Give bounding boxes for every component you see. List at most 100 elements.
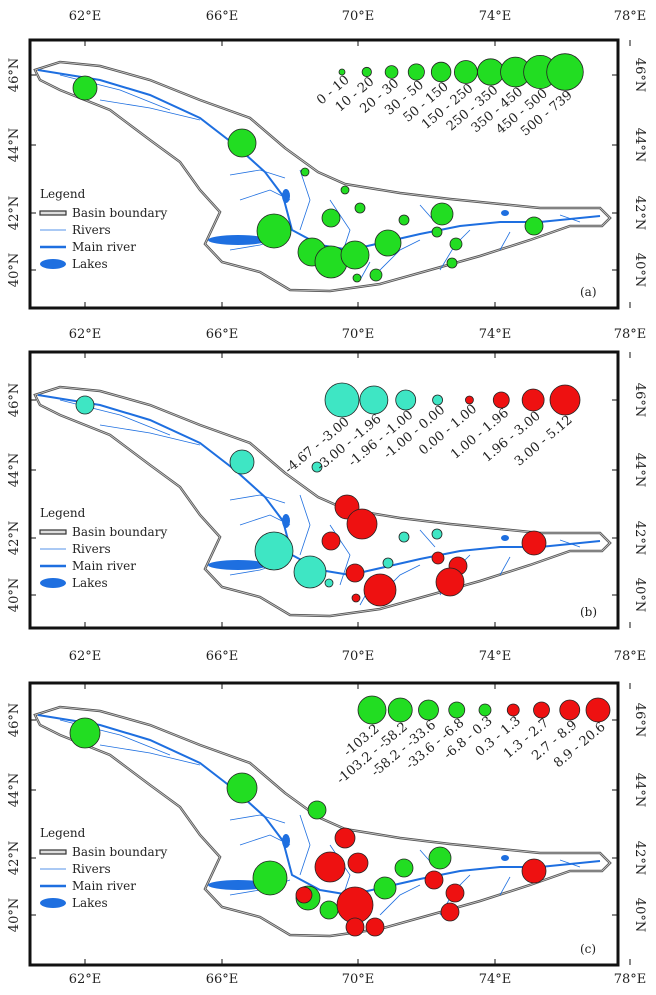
class-symbol (418, 699, 439, 721)
river (499, 231, 511, 251)
class-symbol (448, 701, 466, 719)
station (256, 213, 292, 249)
lake (282, 834, 290, 848)
river (229, 494, 286, 504)
class-symbol (338, 68, 346, 76)
class-symbol (465, 395, 474, 405)
x-tick-label: 74°E (479, 649, 512, 664)
x-tick-label: 66°E (206, 327, 239, 342)
station (431, 528, 443, 540)
class-symbol (324, 382, 360, 418)
x-tick-label: 74°E (479, 972, 512, 987)
y-tick-label: 40°N (7, 578, 22, 612)
main-river (37, 69, 601, 252)
y-tick-label: 46°N (7, 703, 22, 737)
station (314, 851, 346, 883)
map (33, 60, 612, 293)
y-tick-label: 44°N (632, 128, 647, 162)
river (99, 424, 201, 446)
station (72, 75, 98, 101)
x-tick-label: 66°E (206, 972, 239, 987)
panel-label: (c) (580, 942, 596, 956)
x-tick-label: 62°E (69, 972, 102, 987)
station (345, 563, 365, 583)
y-tick-label: 44°N (7, 453, 22, 487)
panel-frame (28, 681, 620, 967)
legend-item: Lakes (72, 257, 108, 271)
y-tick-label: 42°N (632, 521, 647, 555)
x-tick-label: 62°E (69, 9, 102, 24)
panel-frame (28, 350, 620, 630)
station (324, 578, 334, 588)
x-tick-label: 70°E (342, 972, 375, 987)
map (33, 705, 612, 938)
class-symbol (430, 61, 452, 83)
river (229, 814, 286, 824)
station (69, 717, 101, 749)
basin-inner (34, 706, 611, 937)
x-tick-label: 62°E (69, 649, 102, 664)
station (227, 128, 257, 158)
y-tick-label: 42°N (632, 841, 647, 875)
lake (208, 880, 268, 890)
station (293, 555, 327, 589)
class-symbol (559, 699, 581, 721)
main-river (37, 714, 601, 897)
class-symbol (361, 66, 372, 78)
y-tick-label: 40°N (632, 898, 647, 932)
basin-inner (34, 61, 611, 292)
river (299, 814, 311, 876)
station (431, 226, 443, 238)
legend-title: Legend (40, 187, 86, 201)
panel-label: (b) (580, 605, 597, 619)
y-tick-label: 40°N (7, 898, 22, 932)
map (33, 385, 612, 618)
station (346, 508, 378, 540)
river (99, 99, 201, 121)
station (336, 886, 374, 924)
lake (501, 210, 509, 216)
legend-item: Rivers (72, 862, 111, 876)
station (382, 557, 394, 569)
station (340, 240, 370, 270)
y-tick-label: 44°N (7, 773, 22, 807)
class-symbol (585, 697, 611, 723)
y-tick-label: 42°N (7, 196, 22, 230)
river (379, 239, 421, 271)
legend-item: Rivers (72, 223, 111, 237)
station (446, 257, 458, 269)
station (75, 395, 95, 415)
lake (282, 514, 290, 528)
station (252, 860, 288, 896)
legend-item: Main river (72, 240, 136, 254)
station (307, 800, 327, 820)
legend-swatch (39, 529, 67, 535)
station (321, 208, 341, 228)
lake (501, 855, 509, 861)
river (419, 529, 436, 548)
station (321, 531, 341, 551)
y-tick-label: 46°N (7, 383, 22, 417)
station (394, 858, 414, 878)
legend-swatch (39, 210, 67, 216)
lake (208, 560, 268, 570)
x-tick-label: 78°E (614, 649, 647, 664)
x-tick-label: 78°E (614, 9, 647, 24)
y-tick-label: 40°N (7, 253, 22, 287)
legend-item: Main river (72, 559, 136, 573)
station (521, 858, 547, 884)
class-symbol (521, 388, 545, 412)
station (311, 461, 323, 473)
class-symbol (395, 389, 417, 411)
lake (208, 235, 268, 245)
station (226, 772, 258, 804)
y-tick-label: 46°N (632, 58, 647, 92)
station (373, 876, 397, 900)
legend-swatch (40, 259, 66, 269)
y-tick-label: 42°N (7, 521, 22, 555)
y-tick-label: 40°N (632, 578, 647, 612)
lake (282, 189, 290, 203)
x-tick-label: 66°E (206, 9, 239, 24)
legend-swatch (40, 898, 66, 908)
